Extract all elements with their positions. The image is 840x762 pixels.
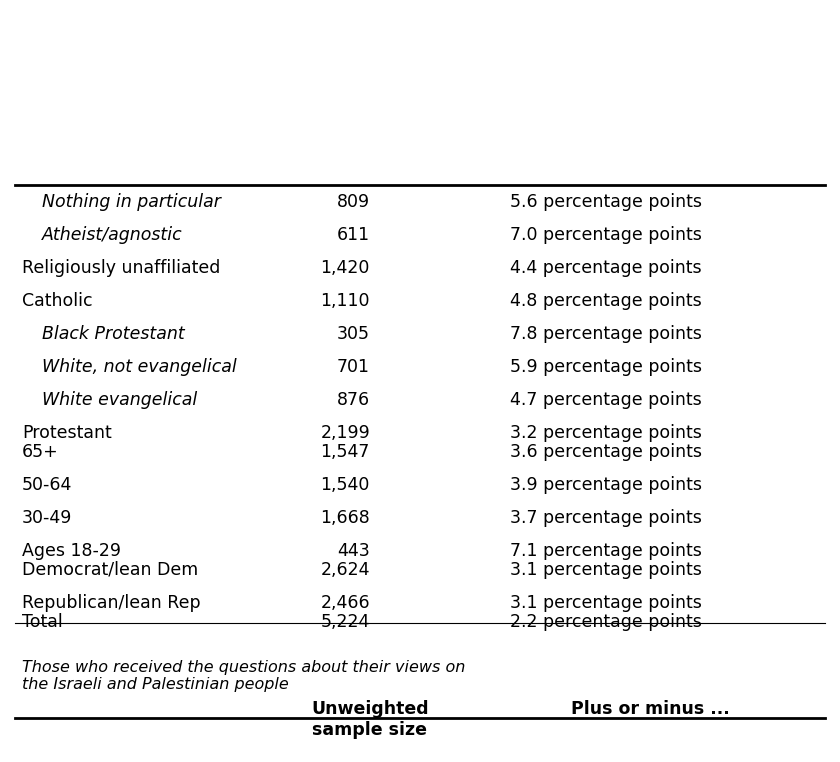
Text: Unweighted
sample size: Unweighted sample size <box>311 700 428 739</box>
Text: 2,199: 2,199 <box>320 424 370 442</box>
Text: White evangelical: White evangelical <box>42 391 197 409</box>
Text: 65+: 65+ <box>22 443 59 461</box>
Text: 701: 701 <box>337 358 370 376</box>
Text: 4.8 percentage points: 4.8 percentage points <box>510 292 701 310</box>
Text: 1,540: 1,540 <box>321 476 370 494</box>
Text: 5.6 percentage points: 5.6 percentage points <box>510 193 702 211</box>
Text: Protestant: Protestant <box>22 424 112 442</box>
Text: 611: 611 <box>337 226 370 244</box>
Text: 5.9 percentage points: 5.9 percentage points <box>510 358 702 376</box>
Text: 1,547: 1,547 <box>321 443 370 461</box>
Text: White, not evangelical: White, not evangelical <box>42 358 237 376</box>
Text: 3.2 percentage points: 3.2 percentage points <box>510 424 702 442</box>
Text: Plus or minus ...: Plus or minus ... <box>570 700 729 718</box>
Text: Those who received the questions about their views on
the Israeli and Palestinia: Those who received the questions about t… <box>22 660 465 693</box>
Text: 7.0 percentage points: 7.0 percentage points <box>510 226 702 244</box>
Text: 876: 876 <box>337 391 370 409</box>
Text: 50-64: 50-64 <box>22 476 72 494</box>
Text: Catholic: Catholic <box>22 292 92 310</box>
Text: Total: Total <box>22 613 63 631</box>
Text: Religiously unaffiliated: Religiously unaffiliated <box>22 259 220 277</box>
Text: 7.1 percentage points: 7.1 percentage points <box>510 542 702 560</box>
Text: Ages 18-29: Ages 18-29 <box>22 542 121 560</box>
Text: 1,110: 1,110 <box>321 292 370 310</box>
Text: 2,466: 2,466 <box>320 594 370 612</box>
Text: 3.1 percentage points: 3.1 percentage points <box>510 594 702 612</box>
Text: 7.8 percentage points: 7.8 percentage points <box>510 325 702 343</box>
Text: Nothing in particular: Nothing in particular <box>42 193 221 211</box>
Text: 3.7 percentage points: 3.7 percentage points <box>510 509 702 527</box>
Text: 443: 443 <box>337 542 370 560</box>
Text: 2.2 percentage points: 2.2 percentage points <box>510 613 702 631</box>
Text: Democrat/lean Dem: Democrat/lean Dem <box>22 561 198 579</box>
Text: 1,668: 1,668 <box>320 509 370 527</box>
Text: Black Protestant: Black Protestant <box>42 325 185 343</box>
Text: 1,420: 1,420 <box>321 259 370 277</box>
Text: Atheist/agnostic: Atheist/agnostic <box>42 226 182 244</box>
Text: 3.6 percentage points: 3.6 percentage points <box>510 443 702 461</box>
Text: 3.9 percentage points: 3.9 percentage points <box>510 476 702 494</box>
Text: 305: 305 <box>337 325 370 343</box>
Text: 2,624: 2,624 <box>321 561 370 579</box>
Text: Republican/lean Rep: Republican/lean Rep <box>22 594 201 612</box>
Text: 3.1 percentage points: 3.1 percentage points <box>510 561 702 579</box>
Text: 4.4 percentage points: 4.4 percentage points <box>510 259 701 277</box>
Text: 30-49: 30-49 <box>22 509 72 527</box>
Text: 5,224: 5,224 <box>321 613 370 631</box>
Text: 4.7 percentage points: 4.7 percentage points <box>510 391 701 409</box>
Text: 809: 809 <box>337 193 370 211</box>
